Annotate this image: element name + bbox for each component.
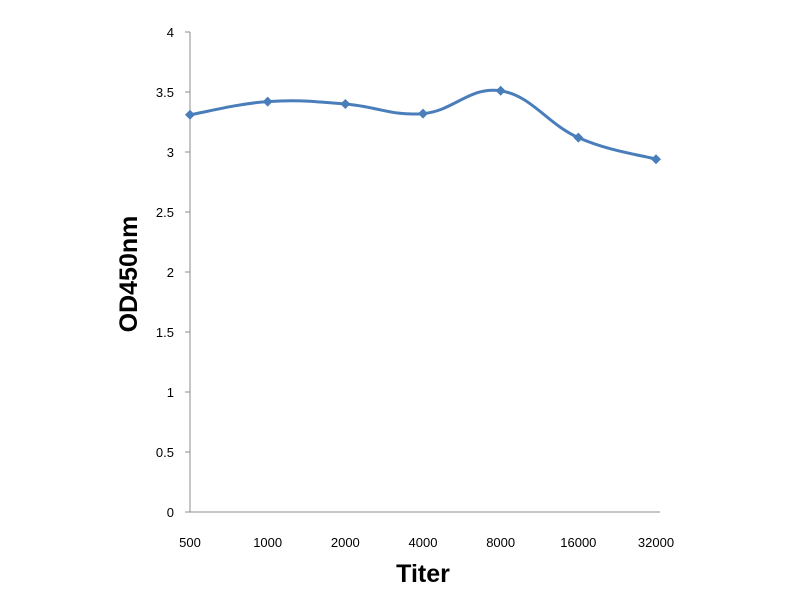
x-axis-title: Titer (396, 560, 450, 588)
x-tick-label: 4000 (409, 535, 438, 550)
x-tick-label: 2000 (331, 535, 360, 550)
data-point-marker (573, 132, 584, 143)
x-tick-labels: 500 1000 2000 4000 8000 16000 32000 (179, 535, 674, 550)
axes (189, 32, 660, 513)
y-tick-label: 1.5 (156, 325, 174, 340)
data-point-marker (495, 85, 506, 96)
series-layer (185, 85, 661, 165)
x-tick-label: 16000 (560, 535, 596, 550)
series-line (189, 88, 657, 161)
x-tick-label: 8000 (486, 535, 515, 550)
data-point-marker (340, 99, 351, 109)
x-tick-label: 500 (179, 535, 201, 550)
data-point-marker (185, 109, 195, 120)
y-tick-label: 1 (167, 385, 174, 400)
data-point-marker (418, 108, 428, 119)
y-axis-title: OD450nm (115, 216, 143, 333)
y-tick-label: 2 (167, 265, 174, 280)
y-tick-label: 3 (167, 145, 174, 160)
y-tick-label: 0.5 (156, 445, 174, 460)
data-point-marker (262, 96, 273, 107)
y-tick-label: 2.5 (156, 205, 174, 220)
y-tick-label: 0 (167, 505, 174, 520)
data-point-marker (651, 154, 661, 165)
y-tick-label: 3.5 (156, 85, 174, 100)
y-tick-labels: 0 0.5 1 1.5 2 2.5 3 3.5 4 (156, 25, 190, 520)
y-tick-label: 4 (167, 25, 174, 40)
x-tick-label: 32000 (638, 535, 674, 550)
x-tick-label: 1000 (253, 535, 282, 550)
